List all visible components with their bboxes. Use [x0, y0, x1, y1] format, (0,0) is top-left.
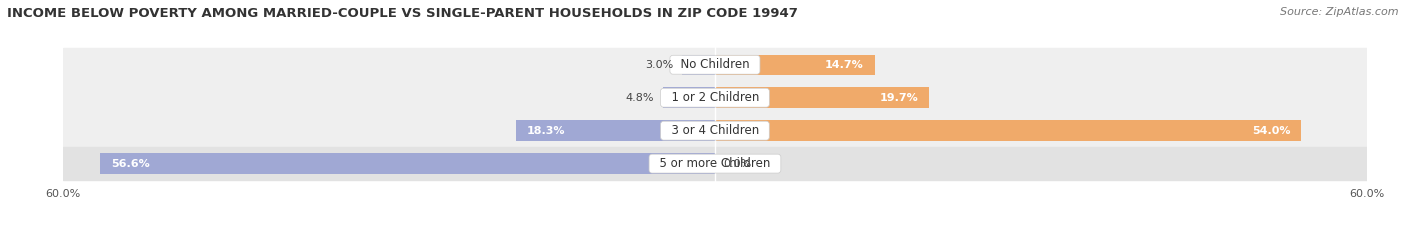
- Bar: [100, 153, 716, 174]
- Bar: [63, 48, 1367, 81]
- Text: 4.8%: 4.8%: [626, 93, 654, 103]
- Text: 19.7%: 19.7%: [879, 93, 918, 103]
- Bar: [63, 81, 1367, 114]
- Text: INCOME BELOW POVERTY AMONG MARRIED-COUPLE VS SINGLE-PARENT HOUSEHOLDS IN ZIP COD: INCOME BELOW POVERTY AMONG MARRIED-COUPL…: [7, 7, 799, 20]
- Text: 3 or 4 Children: 3 or 4 Children: [664, 124, 766, 137]
- Text: 1 or 2 Children: 1 or 2 Children: [664, 91, 766, 104]
- Text: 54.0%: 54.0%: [1253, 126, 1291, 136]
- Bar: [716, 120, 1302, 141]
- Bar: [516, 120, 716, 141]
- Text: 3.0%: 3.0%: [645, 60, 673, 70]
- Bar: [63, 147, 1367, 180]
- Bar: [716, 55, 875, 75]
- Bar: [682, 55, 716, 75]
- Bar: [716, 87, 929, 108]
- Text: 56.6%: 56.6%: [111, 159, 150, 169]
- Text: 5 or more Children: 5 or more Children: [652, 157, 778, 170]
- Text: 0.0%: 0.0%: [724, 159, 752, 169]
- Text: 14.7%: 14.7%: [825, 60, 863, 70]
- Text: 18.3%: 18.3%: [527, 126, 565, 136]
- Bar: [63, 114, 1367, 147]
- Bar: [662, 87, 716, 108]
- Text: No Children: No Children: [673, 58, 756, 71]
- Text: Source: ZipAtlas.com: Source: ZipAtlas.com: [1281, 7, 1399, 17]
